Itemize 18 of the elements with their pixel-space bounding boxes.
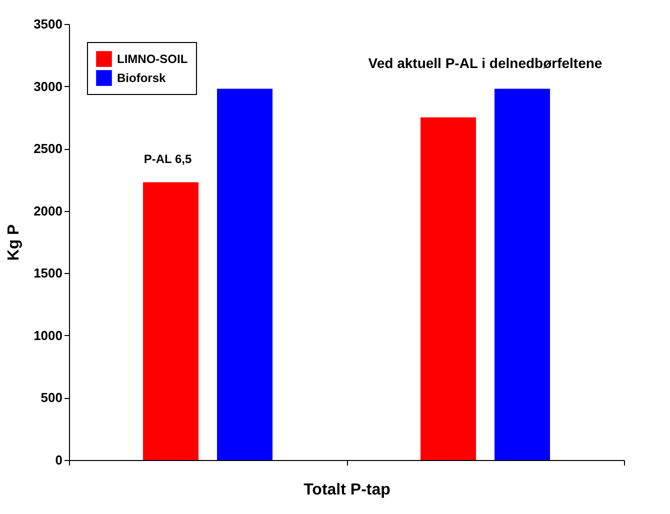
bar xyxy=(143,182,198,460)
legend-label: LIMNO-SOIL xyxy=(117,52,188,66)
y-tick-label: 3000 xyxy=(34,78,62,94)
y-tick-label: 2500 xyxy=(34,141,62,156)
y-tick-label: 500 xyxy=(40,390,62,406)
legend-label: Bioforsk xyxy=(117,71,166,85)
y-tick-label: 2000 xyxy=(34,203,62,218)
annotation: P-AL 6,5 xyxy=(144,152,192,166)
y-axis-title: Kg P xyxy=(6,224,23,261)
y-tick-label: 1000 xyxy=(34,328,62,343)
x-axis-title: Totalt P-tap xyxy=(304,482,391,498)
y-tick-label: 3500 xyxy=(34,16,62,32)
bar xyxy=(420,117,476,460)
bar xyxy=(494,88,550,460)
y-tick-label: 0 xyxy=(55,452,62,468)
bar xyxy=(217,88,272,460)
annotation: Ved aktuell P-AL i delnedbørfeltene xyxy=(368,55,602,71)
y-tick-label: 1500 xyxy=(34,266,62,281)
